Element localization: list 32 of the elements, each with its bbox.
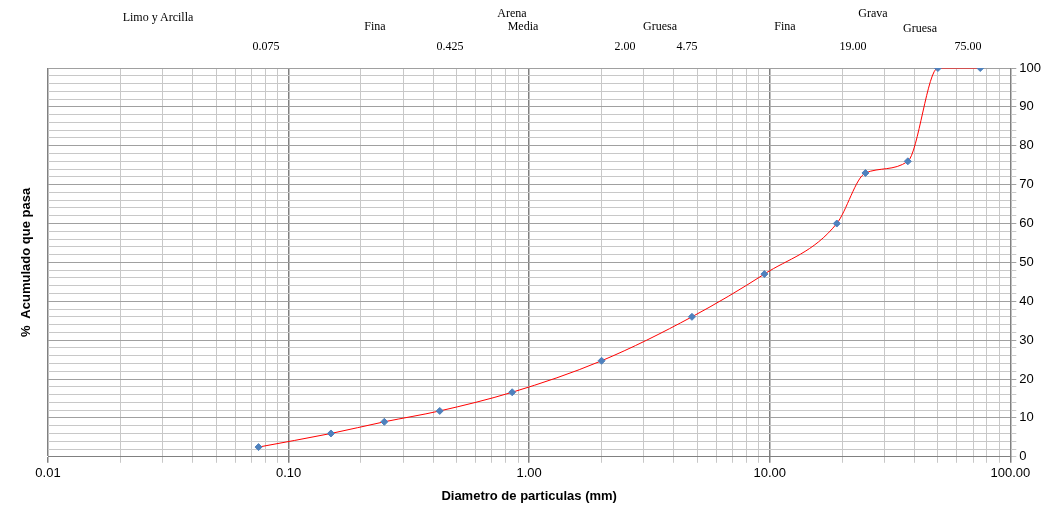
text: Gruesa — [903, 21, 938, 36]
x-tick-label: 0.10 — [275, 465, 302, 481]
y-tick-label: 40 — [1019, 292, 1034, 308]
x-axis-title: Diametro de particulas (mm) — [441, 487, 617, 503]
text: Media — [507, 19, 539, 34]
text: Arena — [497, 6, 528, 21]
y-tick-label: 10 — [1019, 409, 1034, 425]
y-tick-label: 50 — [1019, 253, 1034, 269]
text: Fina — [364, 19, 387, 34]
y-tick-label: 60 — [1019, 215, 1034, 231]
text: Fina — [774, 19, 797, 34]
y-tick-label: 70 — [1019, 176, 1034, 192]
y-tick-label: 90 — [1019, 98, 1034, 114]
x-tick-label: 100.00 — [990, 465, 1031, 481]
text: 2.00 — [614, 39, 636, 54]
x-tick-label: 10.00 — [753, 465, 787, 481]
text: 0.425 — [436, 39, 464, 54]
text: 0.075 — [252, 39, 280, 54]
y-tick-label: 30 — [1019, 331, 1034, 347]
y-tick-label: 80 — [1019, 137, 1034, 153]
text: 4.75 — [676, 39, 698, 54]
x-tick-label: 1.00 — [516, 465, 542, 481]
text: Gruesa — [643, 19, 678, 34]
x-tick-label: 0.01 — [35, 465, 61, 481]
y-axis-title: % Acumulado que pasa — [17, 187, 33, 337]
text: 19.00 — [839, 39, 867, 54]
text: 75.00 — [954, 39, 982, 54]
y-tick-label: 20 — [1019, 370, 1034, 386]
y-tick-label: 100 — [1019, 59, 1042, 75]
y-tick-label: 0 — [1019, 448, 1027, 464]
text: Limo y Arcilla — [122, 10, 194, 25]
text: Grava — [858, 6, 889, 21]
